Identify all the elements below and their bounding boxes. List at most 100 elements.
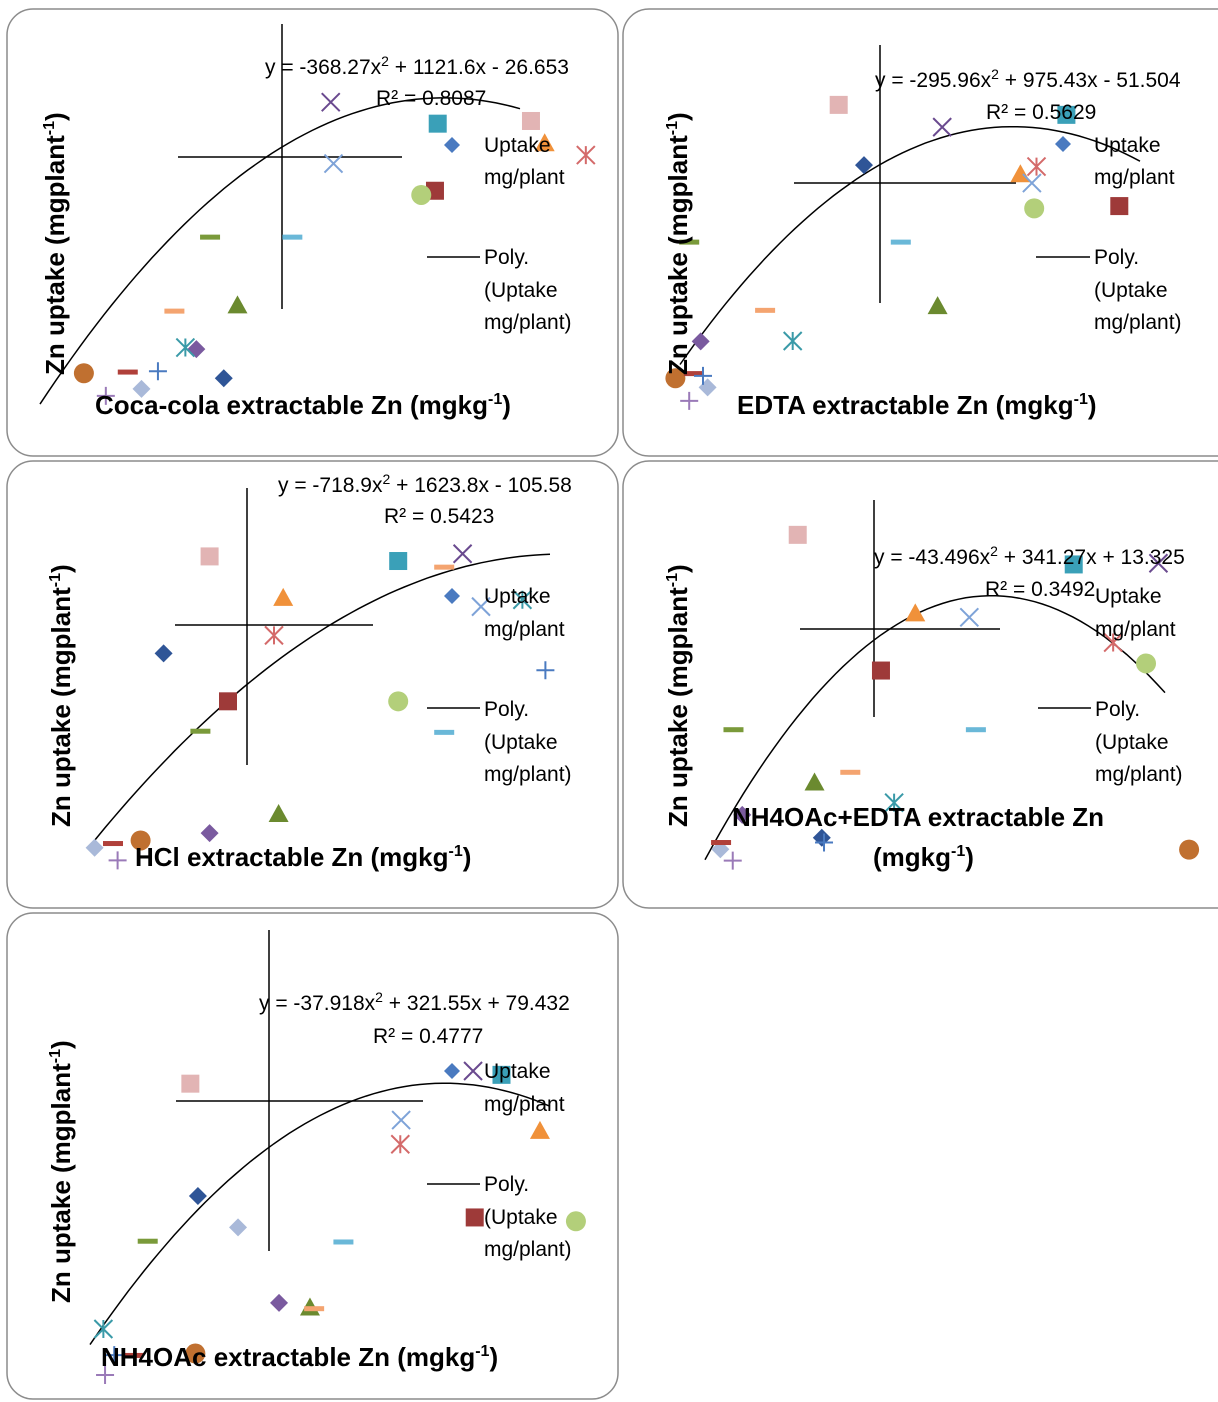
legend-series-label-line2: mg/plant [484, 618, 565, 641]
data-point-18 [683, 371, 704, 377]
trendline-group [89, 1082, 551, 1346]
x-axis-title: HCl extractable Zn (mgkg-1) [135, 842, 471, 872]
data-point-5 [389, 552, 408, 571]
data-point-14 [576, 145, 596, 165]
r-squared: R² = 0.8087 [376, 87, 486, 110]
data-point-4 [200, 824, 219, 843]
x-axis-title: EDTA extractable Zn (mgkg-1) [737, 390, 1097, 420]
trend-equation: y = -43.496x2 + 341.27x + 13.325 [874, 543, 1185, 569]
data-points [73, 92, 596, 405]
legend-series-label-line2: mg/plant [1094, 166, 1175, 189]
panel-frame [6, 460, 619, 909]
data-point-17 [890, 239, 911, 245]
y-axis-title: Zn uptake (mgplant-1) [663, 112, 693, 375]
legend-trend-label-line3: mg/plant) [1094, 311, 1182, 334]
trend-equation: y = -295.96x2 + 975.43x - 51.504 [875, 66, 1181, 92]
data-point-11 [932, 117, 952, 137]
data-point-8 [200, 547, 219, 566]
data-point-3 [927, 296, 948, 315]
data-point-9 [388, 691, 409, 712]
data-point-10 [130, 830, 151, 851]
data-point-11 [321, 92, 341, 112]
data-point-3 [227, 295, 248, 314]
data-point-20 [105, 1346, 124, 1365]
y-axis-title: Zn uptake (mgplant-1) [46, 564, 76, 827]
legend-series-marker [444, 1063, 460, 1079]
y-axis-title: Zn uptake (mgplant-1) [46, 1040, 76, 1303]
legend-trend-label-line3: mg/plant) [1095, 763, 1183, 786]
legend-trend-label-line3: mg/plant) [484, 763, 572, 786]
y-axis-title: Zn uptake (mgplant-1) [663, 564, 693, 827]
legend-series-marker [444, 137, 460, 153]
data-point-8 [788, 525, 807, 544]
legend-series-label-line1: Uptake [484, 1060, 551, 1083]
trend-equation: y = -368.27x2 + 1121.6x - 26.653 [265, 53, 569, 79]
annotation-lines [175, 488, 373, 765]
data-point-17 [333, 1239, 354, 1245]
legend: Uptake mg/plant Poly. (Uptake mg/plant) [427, 1060, 572, 1261]
data-point-1 [154, 644, 173, 663]
panel-frame [6, 8, 619, 457]
data-point-10 [1179, 839, 1200, 860]
data-point-20 [148, 362, 167, 381]
data-point-10 [73, 363, 94, 384]
legend-trend-label-line1: Poly. [1094, 246, 1139, 269]
x-axis-title: NH4OAc extractable Zn (mgkg-1) [101, 1342, 498, 1372]
legend-trend-label-line1: Poly. [484, 698, 529, 721]
data-point-17 [965, 727, 986, 733]
data-point-6 [905, 603, 926, 622]
legend-series-label-line1: Uptake [1095, 585, 1162, 608]
data-point-7 [85, 838, 104, 857]
data-point-10 [185, 1343, 206, 1364]
data-point-15 [137, 1238, 158, 1244]
data-point-5 [428, 114, 447, 133]
data-point-12 [959, 607, 980, 627]
data-point-12 [471, 596, 491, 617]
data-point-9 [565, 1211, 586, 1232]
panel-frame [6, 912, 619, 1400]
data-point-14 [390, 1134, 410, 1154]
r-squared: R² = 0.4777 [373, 1025, 483, 1048]
data-point-11 [463, 1061, 483, 1081]
trendline [704, 594, 1166, 861]
data-point-15 [723, 727, 744, 733]
data-point-18 [117, 369, 138, 375]
legend-series-label-line1: Uptake [484, 134, 551, 157]
legend-trend-label-line3: mg/plant) [484, 311, 572, 334]
data-point-7 [132, 379, 151, 398]
annotation-lines [794, 45, 1016, 303]
data-point-2 [1110, 197, 1129, 216]
legend-trend-label-line3: mg/plant) [484, 1238, 572, 1261]
legend: Uptake mg/plant Poly. (Uptake mg/plant) [427, 134, 572, 334]
data-point-15 [190, 728, 211, 734]
data-point-20 [815, 833, 834, 852]
chart-panel-coca-cola: y = -368.27x2 + 1121.6x - 26.653 R² = 0.… [6, 8, 619, 457]
data-point-14 [1103, 632, 1123, 653]
annotation-lines [800, 500, 1000, 717]
trendline [89, 553, 551, 847]
data-point-5 [1064, 555, 1083, 574]
legend: Uptake mg/plant Poly. (Uptake mg/plant) [1038, 585, 1183, 786]
trendline-group [679, 125, 1141, 365]
data-point-19 [96, 1366, 115, 1384]
legend-series-label-line2: mg/plant [484, 1093, 565, 1116]
legend-series-label-line1: Uptake [484, 585, 551, 608]
data-point-19 [723, 851, 742, 870]
legend: Uptake mg/plant Poly. (Uptake mg/plant) [427, 585, 572, 786]
data-point-5 [492, 1065, 511, 1084]
data-point-18 [123, 1352, 144, 1358]
data-point-17 [434, 729, 455, 735]
data-point-13 [884, 792, 904, 813]
legend-series-marker [444, 588, 460, 604]
data-point-8 [521, 111, 540, 130]
data-point-17 [282, 234, 303, 240]
data-point-15 [679, 239, 700, 245]
data-point-6 [529, 1120, 550, 1139]
data-points [665, 95, 1129, 410]
data-point-7 [229, 1218, 248, 1237]
data-point-1 [188, 1186, 207, 1205]
trendline-group [89, 553, 551, 847]
data-point-8 [829, 95, 848, 114]
data-point-20 [694, 366, 712, 385]
legend-series-label-line2: mg/plant [484, 166, 565, 189]
